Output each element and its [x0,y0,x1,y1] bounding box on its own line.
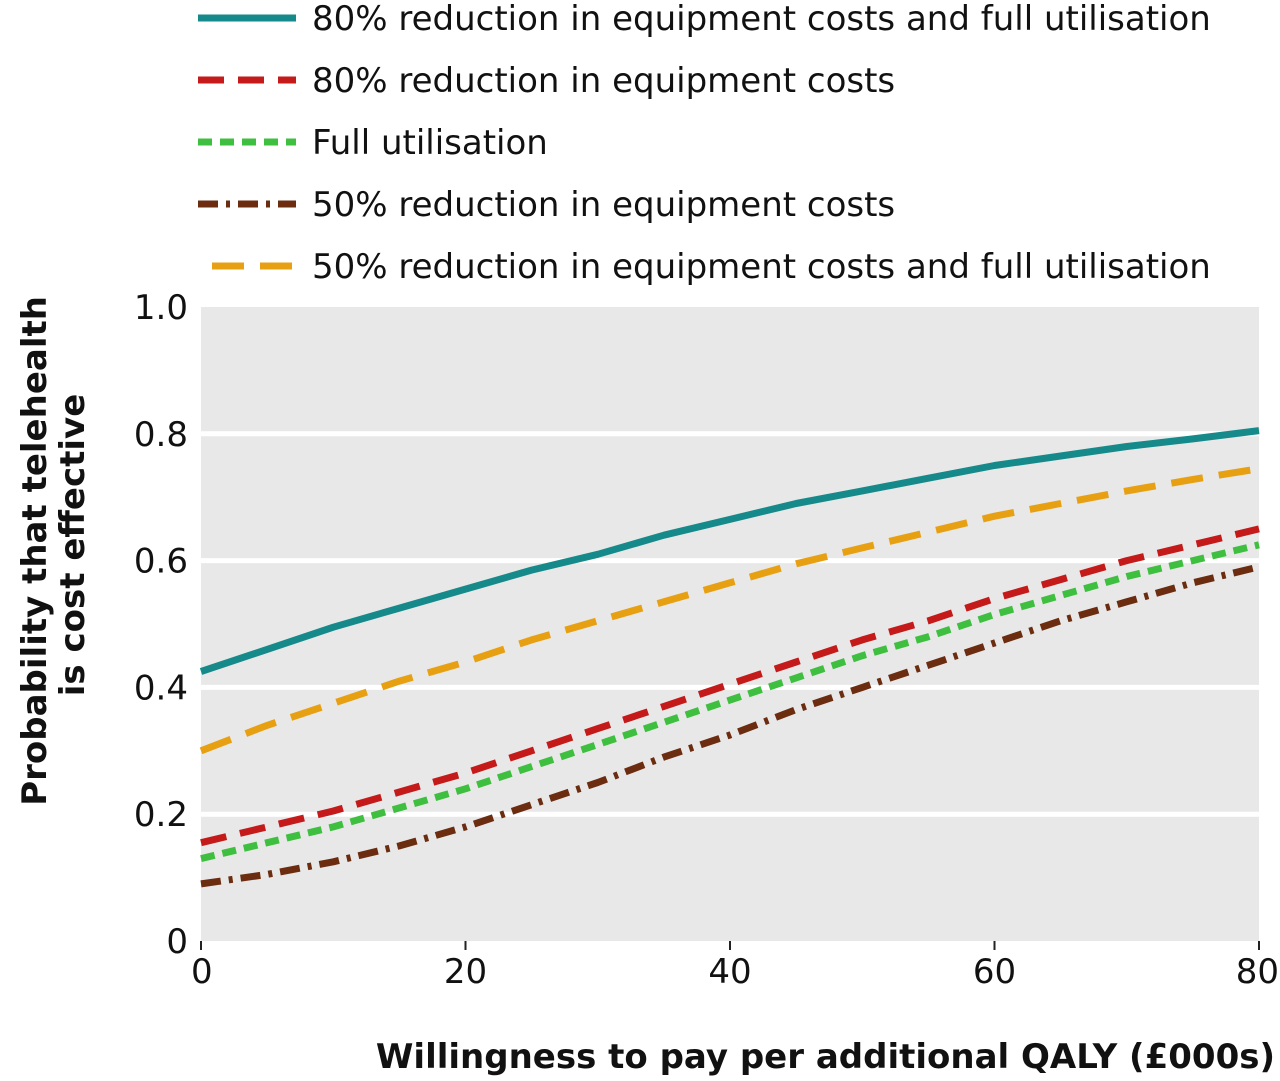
series-lines [199,427,1260,888]
y-axis-title-line-2: is cost effective [53,394,93,697]
x-tick-label: 0 [191,952,213,992]
y-tick-label: 0.8 [134,415,188,455]
plot-area [201,307,1259,941]
legend-label: 80% reduction in equipment costs [312,61,895,101]
legend-label: Full utilisation [312,123,548,163]
x-tick-label: 60 [973,952,1016,992]
y-tick-label: 0.2 [134,795,188,835]
legend-label: 80% reduction in equipment costs and ful… [312,0,1211,39]
series-line [200,541,1260,863]
x-axis-title: Willingness to pay per additional QALY (… [376,1037,1275,1077]
series-line [200,563,1260,888]
y-tick-label: 0.4 [134,668,188,708]
x-tick-label: 80 [1236,952,1279,992]
legend-label: 50% reduction in equipment costs and ful… [312,247,1211,287]
legend: 80% reduction in equipment costs and ful… [198,0,1211,287]
y-axis-ticks: 0 0.2 0.4 0.6 0.8 1.0 [134,288,188,962]
series-line [199,465,1260,755]
series-line [199,427,1260,675]
x-axis-ticks: 0 20 40 60 80 [191,941,1279,992]
x-tick-label: 40 [708,952,751,992]
x-tick-label: 20 [444,952,487,992]
y-tick-label: 0 [166,922,188,962]
y-tick-label: 1.0 [134,288,188,328]
series-line [200,525,1260,847]
legend-label: 50% reduction in equipment costs [312,185,895,225]
y-axis-title-line-1: Probability that telehealth [15,296,55,806]
y-tick-label: 0.6 [134,542,188,582]
y-axis-title: Probability that telehealth is cost effe… [15,284,93,806]
